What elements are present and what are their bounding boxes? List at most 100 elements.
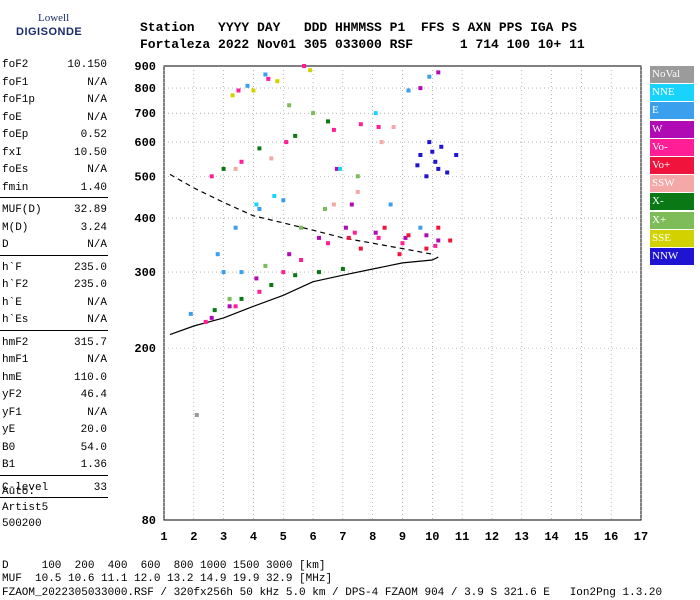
echo-point [257, 289, 262, 294]
x-tick-label: 2 [190, 530, 197, 544]
param-value: N/A [87, 164, 107, 176]
legend-item: E [650, 102, 694, 120]
echo-point [346, 235, 351, 240]
param-row: MUF(D) 32.89 [0, 201, 110, 219]
echo-point [236, 88, 241, 93]
param-name: B0 [2, 441, 16, 454]
legend-item: X+ [650, 211, 694, 229]
x-tick-label: 4 [250, 530, 257, 544]
header-row1: Station YYYY DAY DDD HHMMSS P1 FFS S AXN… [140, 20, 577, 35]
echo-point [427, 74, 432, 79]
y-tick-label: 700 [134, 107, 156, 121]
echo-point [379, 140, 384, 145]
echo-point [397, 252, 402, 257]
echo-point [418, 86, 423, 91]
echo-point [221, 166, 226, 171]
echo-point [406, 88, 411, 93]
echo-point [326, 241, 330, 246]
echo-point [254, 202, 259, 207]
echo-point [245, 83, 250, 88]
param-name: h`F2 [2, 279, 29, 291]
echo-point [293, 273, 298, 278]
y-tick-label: 300 [134, 266, 156, 280]
param-value: 315.7 [73, 336, 107, 349]
auto-line1: Auto: [2, 486, 36, 498]
echo-point [436, 70, 441, 75]
echo-point [340, 267, 345, 271]
param-separator [0, 329, 108, 331]
param-name: hmE [2, 371, 22, 384]
param-row: B1 1.36 [0, 456, 110, 474]
echo-point [299, 258, 304, 262]
param-separator [0, 197, 108, 198]
echo-point [311, 111, 316, 116]
param-name: yE [2, 424, 16, 436]
echo-point [388, 202, 393, 207]
param-separator [0, 254, 108, 256]
echo-point [349, 202, 354, 207]
param-row: M(D) 3.24 [0, 219, 110, 237]
echo-point [424, 233, 429, 238]
dashed-profile-line [169, 173, 433, 255]
legend-item: NNW [650, 247, 694, 265]
x-tick-label: 14 [544, 530, 558, 544]
echo-point [257, 146, 262, 151]
echo-point [203, 319, 208, 324]
echo-point [448, 238, 453, 243]
echo-point [355, 189, 360, 194]
echo-point [230, 93, 235, 98]
y-tick-label: 400 [134, 212, 156, 226]
echo-point [209, 174, 214, 179]
echo-point [424, 174, 429, 179]
param-name: yF1 [2, 406, 22, 419]
y-tick-label: 900 [134, 60, 156, 74]
param-value: 32.89 [73, 204, 107, 216]
echo-point [239, 159, 244, 164]
x-tick-label: 1 [160, 530, 167, 544]
echo-point [263, 263, 268, 268]
echo-point [266, 76, 271, 81]
echo-point [436, 238, 441, 243]
echo-point [287, 103, 292, 108]
echo-point [391, 125, 396, 129]
param-value: 235.0 [73, 261, 107, 274]
param-row: h`F2 235.0 [0, 276, 110, 294]
echo-point [293, 133, 298, 138]
echo-point [403, 235, 408, 240]
echo-point [284, 140, 289, 145]
param-name: foEp [2, 129, 29, 141]
param-value: N/A [87, 94, 107, 106]
echo-point [263, 72, 268, 77]
param-name: foEs [2, 164, 29, 176]
param-row: hmF2 315.7 [0, 334, 110, 352]
x-tick-label: 9 [399, 530, 406, 544]
echo-point [239, 270, 244, 275]
echo-point [382, 225, 387, 230]
param-value: 1.36 [80, 459, 107, 471]
echo-point [194, 413, 199, 417]
param-row: h`E N/A [0, 294, 110, 312]
echo-point [331, 127, 336, 132]
echo-point [317, 270, 321, 275]
x-tick-label: 5 [280, 530, 287, 544]
echo-point [299, 225, 304, 230]
echo-point [400, 241, 405, 246]
param-row: hmF1 N/A [0, 351, 110, 369]
param-name: C-level [2, 481, 49, 494]
echo-point [227, 304, 232, 309]
echo-point [373, 230, 378, 235]
param-separator [0, 474, 108, 476]
x-tick-label: 3 [220, 530, 227, 544]
legend-item: NNE [650, 84, 694, 102]
x-tick-label: 15 [574, 530, 588, 544]
param-value: 110.0 [73, 371, 107, 384]
param-value: 10.50 [73, 146, 107, 159]
echo-point [221, 270, 226, 275]
param-row: foEs N/A [0, 161, 110, 179]
echo-point [302, 64, 307, 68]
legend-item: SSE [650, 229, 694, 247]
echo-point [272, 194, 277, 198]
echo-point [254, 276, 259, 281]
param-name: M(D) [2, 221, 29, 234]
echo-point [343, 225, 348, 230]
